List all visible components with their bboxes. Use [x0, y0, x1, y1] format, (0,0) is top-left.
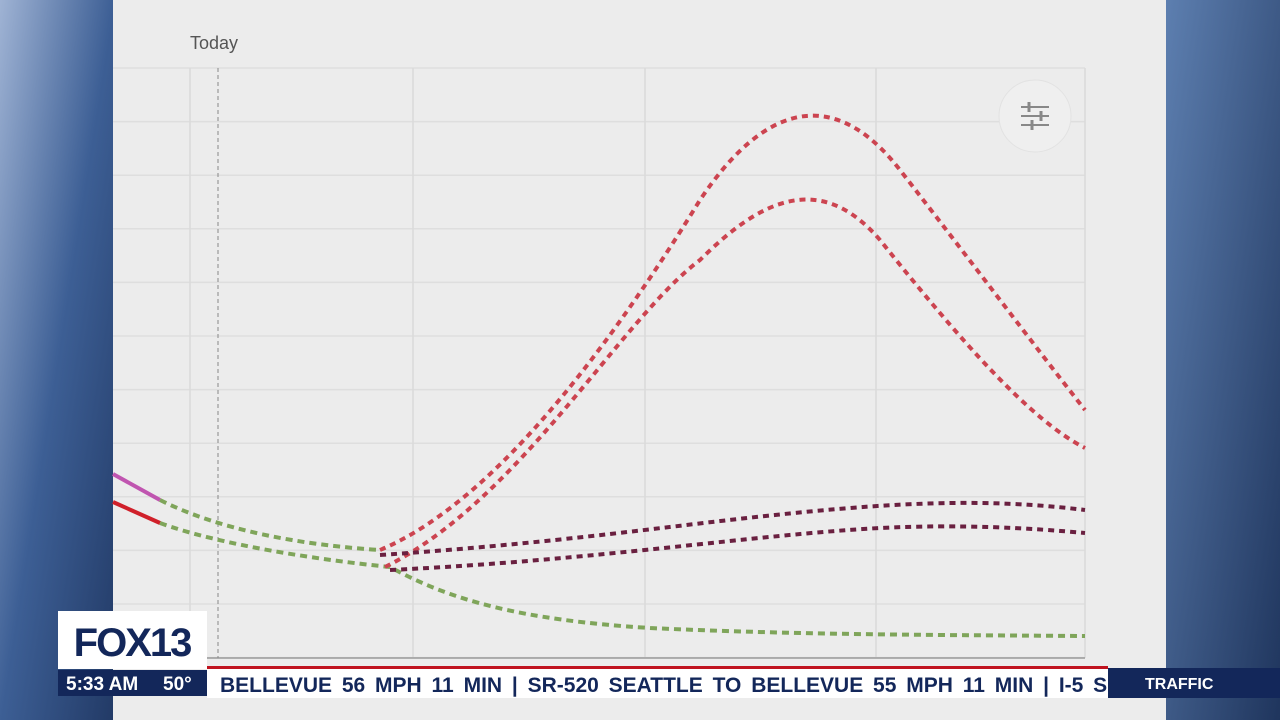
filter-icon [1021, 102, 1049, 130]
today-label: Today [190, 33, 238, 53]
curve [379, 500, 1086, 557]
time: 5:33 AM [66, 674, 138, 695]
logo-box [58, 611, 207, 669]
logo: FOX13 [74, 621, 191, 665]
curve [159, 521, 1086, 638]
section-bar [1108, 668, 1280, 698]
ticker-text: BELLEVUE 56 MPH 11 MIN | SR-520 SEATTLE … [220, 674, 1107, 697]
background-right [1166, 0, 1280, 720]
curve [159, 498, 381, 552]
curves [112, 113, 1087, 638]
temperature: 50° [163, 674, 192, 695]
background-left [0, 0, 114, 720]
curve [112, 472, 161, 502]
curve [379, 113, 1087, 552]
grid [113, 67, 1086, 659]
section-label: TRAFFIC [1145, 676, 1214, 693]
curve [112, 500, 161, 525]
curve [384, 197, 1086, 569]
panel [113, 0, 1166, 720]
ticker-rule [207, 666, 1108, 669]
ticker-bar [207, 668, 1108, 698]
time-bar [58, 670, 207, 696]
